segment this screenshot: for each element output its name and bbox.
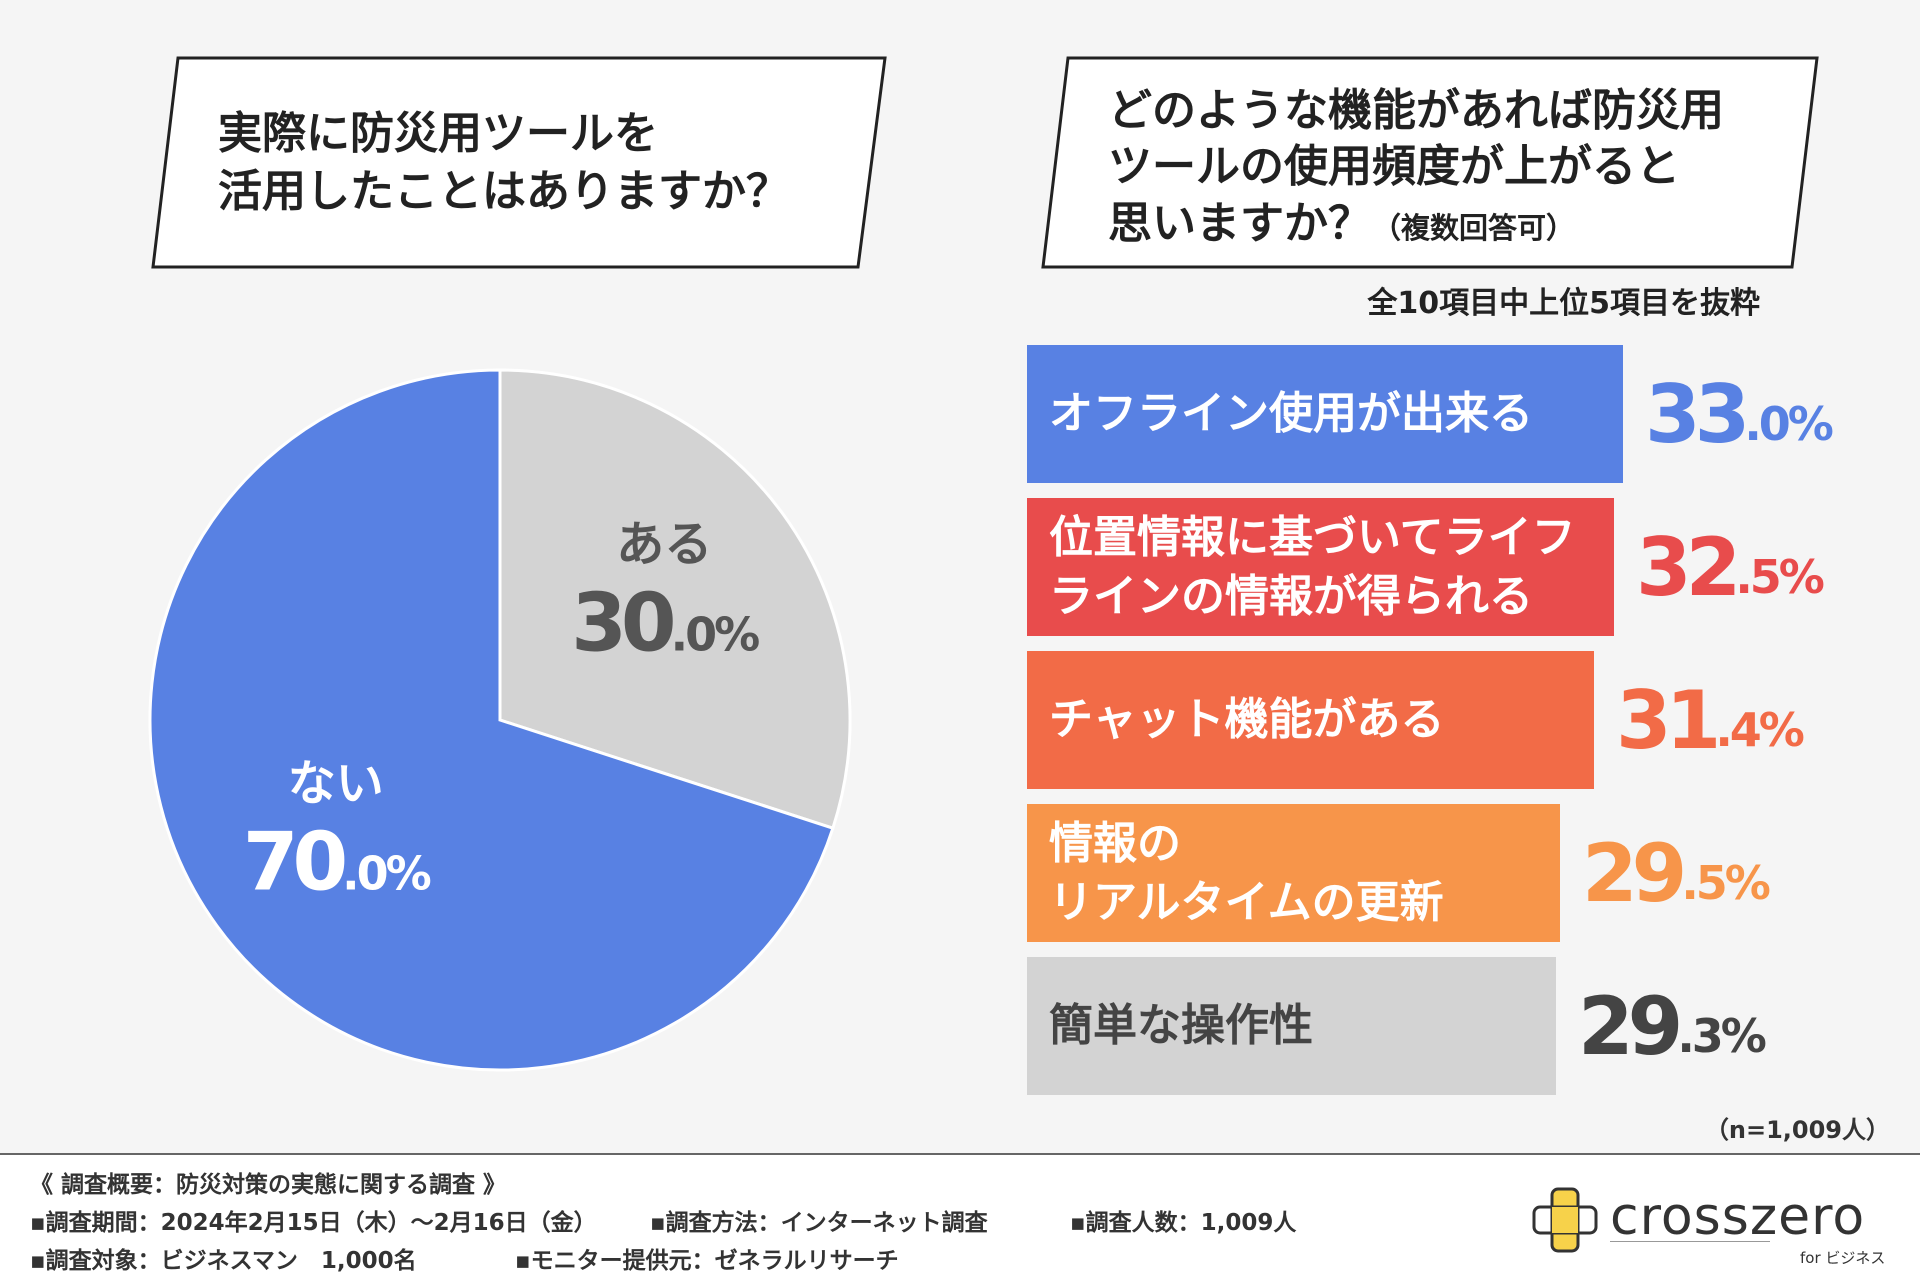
- bar-row-1: 位置情報に基づいてライフ ラインの情報が得られる 32.5%: [1027, 498, 1844, 636]
- bar-label-3-line-0: 情報の: [1049, 818, 1181, 869]
- logo-name: crosszero: [1610, 1187, 1866, 1247]
- bar-3: [1027, 804, 1560, 942]
- survey-title: 《 調査概要：防災対策の実態に関する調査 》: [30, 1172, 507, 1198]
- bar-label-2-line-0: チャット機能がある: [1049, 694, 1445, 745]
- bar-row-3: 情報のリアルタイムの更新 29.5%: [1027, 804, 1790, 942]
- survey-provider: ▪モニター提供元：ゼネラルリサーチ: [515, 1248, 899, 1274]
- question-1-box: 実際に防災用ツールを 活用したことはありますか？: [150, 55, 890, 270]
- bar-value-4: 29.3%: [1578, 979, 1767, 1073]
- bar-label-2: チャット機能がある: [1049, 690, 1445, 749]
- survey-period: ▪調査期間：2024年2月15日（木）〜2月16日（金）: [30, 1210, 597, 1236]
- bar-row-4: 簡単な操作性 29.3%: [1027, 957, 1786, 1095]
- bar-value-2: 31.4%: [1616, 673, 1805, 767]
- question-1-line-1: 実際に防災用ツールを: [218, 108, 658, 159]
- bar-chart-note: 全10項目中上位5項目を抜粋: [1367, 286, 1760, 321]
- sample-size: （n=1,009人）: [1704, 1116, 1890, 1144]
- question-1-text: 実際に防災用ツールを 活用したことはありますか？: [218, 105, 790, 221]
- pie-label-0: ある: [616, 517, 712, 573]
- bar-value-3: 29.5%: [1582, 826, 1771, 920]
- survey-count: ▪調査人数：1,009人: [1070, 1210, 1297, 1236]
- pie-label-1: ない: [288, 755, 384, 811]
- question-2-text: どのような機能があれば防災用 ツールの使用頻度が上がると 思いますか？（複数回答…: [1108, 83, 1724, 252]
- survey-method: ▪調査方法：インターネット調査: [650, 1210, 988, 1236]
- bar-label-1-line-0: 位置情報に基づいてライフ: [1049, 512, 1576, 563]
- crosszero-logo-icon: [1532, 1187, 1598, 1253]
- pie-slice-0: [498, 368, 852, 831]
- bar-label-4: 簡単な操作性: [1049, 996, 1313, 1055]
- bar-value-0: 33.0%: [1645, 367, 1834, 461]
- bar-2: [1027, 651, 1594, 789]
- crosszero-logo: crosszero for ビジネス: [1530, 1185, 1890, 1267]
- question-2-box: どのような機能があれば防災用 ツールの使用頻度が上がると 思いますか？（複数回答…: [1040, 55, 1820, 270]
- bar-label-1: 位置情報に基づいてライフ ラインの情報が得られる: [1049, 508, 1576, 627]
- bar-row-2: チャット機能がある 31.4%: [1027, 651, 1824, 789]
- pie-slice-1: [148, 368, 835, 1072]
- bar-label-0: オフライン使用が出来る: [1049, 384, 1533, 443]
- bar-row-0: オフライン使用が出来る 33.0%: [1027, 345, 1853, 483]
- bar-label-1-line-1: ラインの情報が得られる: [1049, 571, 1533, 623]
- question-2-line-3: 思いますか？: [1108, 197, 1372, 249]
- bar-label-3: 情報のリアルタイムの更新: [1049, 814, 1444, 933]
- bar-label-0-line-0: オフライン使用が出来る: [1049, 388, 1533, 439]
- bar-0: [1027, 345, 1623, 483]
- logo-sub: for ビジネス: [1800, 1249, 1886, 1267]
- question-1-line-2: 活用したことはありますか？: [218, 166, 790, 218]
- question-2-line-2: ツールの使用頻度が上がると: [1108, 141, 1680, 193]
- pie-value-0: 30.0%: [571, 577, 759, 670]
- question-1-frame: [151, 56, 887, 269]
- pie-value-1: 70.0%: [243, 815, 431, 908]
- survey-target: ▪調査対象：ビジネスマン 1,000名: [30, 1248, 417, 1274]
- question-2-line-1: どのような機能があれば防災用: [1108, 85, 1724, 136]
- bar-label-3-line-1: リアルタイムの更新: [1049, 877, 1444, 929]
- bar-label-4-line-0: 簡単な操作性: [1049, 1000, 1313, 1051]
- question-2-frame: [1041, 56, 1819, 269]
- bar-1: [1027, 498, 1614, 636]
- bar-4: [1027, 957, 1556, 1095]
- footer: 《 調査概要：防災対策の実態に関する調査 》 ▪調査期間：2024年2月15日（…: [0, 1153, 1920, 1282]
- bar-value-1: 32.5%: [1636, 520, 1825, 614]
- logo-divider: [1610, 1241, 1770, 1242]
- question-2-sub: （複数回答可）: [1372, 210, 1576, 245]
